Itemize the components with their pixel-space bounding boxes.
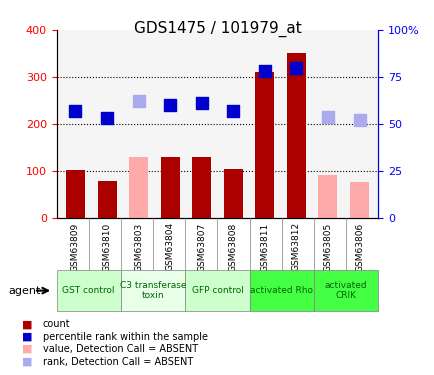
Text: GFP control: GFP control — [191, 286, 243, 295]
Bar — [255, 72, 274, 217]
Text: GDS1475 / 101979_at: GDS1475 / 101979_at — [133, 21, 301, 37]
Bar — [224, 169, 242, 217]
Bar — [192, 157, 210, 218]
Text: ■: ■ — [22, 332, 32, 342]
Point — [355, 117, 362, 123]
Point — [229, 108, 236, 114]
Bar — [121, 270, 185, 311]
Bar — [66, 170, 85, 217]
Text: activated Rho: activated Rho — [250, 286, 312, 295]
Text: ■: ■ — [22, 320, 32, 329]
Bar — [160, 157, 179, 218]
Text: rank, Detection Call = ABSENT: rank, Detection Call = ABSENT — [43, 357, 192, 366]
Point — [72, 108, 79, 114]
Bar — [249, 270, 313, 311]
Text: activated
CRIK: activated CRIK — [324, 281, 367, 300]
Text: GST control: GST control — [62, 286, 115, 295]
Bar — [318, 176, 337, 217]
Point — [292, 65, 299, 71]
Text: percentile rank within the sample: percentile rank within the sample — [43, 332, 207, 342]
Bar — [286, 54, 305, 217]
Bar — [56, 270, 121, 311]
Point — [166, 102, 173, 108]
Text: ■: ■ — [22, 357, 32, 366]
Bar — [129, 157, 148, 218]
Text: agent: agent — [9, 286, 41, 296]
Point — [261, 68, 268, 74]
Point — [135, 98, 142, 104]
Point — [324, 114, 331, 120]
Bar — [185, 270, 249, 311]
Point — [198, 100, 205, 106]
Bar — [313, 270, 378, 311]
Text: C3 transferase
toxin: C3 transferase toxin — [120, 281, 186, 300]
Bar — [97, 181, 116, 218]
Text: ■: ■ — [22, 344, 32, 354]
Point — [103, 115, 110, 121]
Text: count: count — [43, 320, 70, 329]
Text: value, Detection Call = ABSENT: value, Detection Call = ABSENT — [43, 344, 197, 354]
Bar — [349, 182, 368, 218]
